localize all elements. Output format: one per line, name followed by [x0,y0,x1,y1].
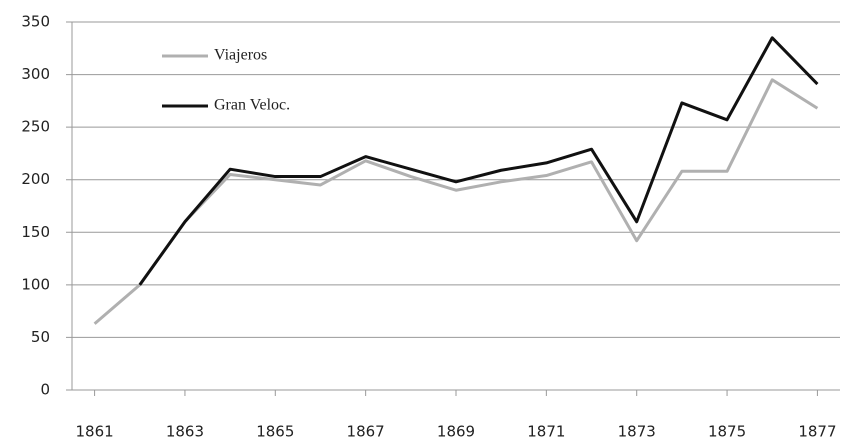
y-tick-label: 350 [21,13,50,31]
y-tick-label: 100 [21,275,50,293]
legend-label: Viajeros [214,47,267,64]
series-line [93,78,819,325]
y-tick-label: 50 [31,328,50,346]
x-tick-label: 1877 [798,423,836,440]
y-tick-label: 200 [21,170,50,188]
x-tick-label: 1873 [618,423,656,440]
series-line [138,36,819,286]
y-tick-label: 0 [40,381,50,399]
x-tick-label: 1863 [166,423,204,440]
y-tick-label: 300 [21,65,50,83]
x-tick-label: 1867 [347,423,385,440]
y-tick-label: 250 [21,118,50,136]
x-tick-label: 1861 [75,423,113,440]
legend-label: Gran Veloc. [214,97,290,114]
x-tick-label: 1871 [527,423,565,440]
x-tick-label: 1869 [437,423,475,440]
x-tick-label: 1865 [256,423,294,440]
y-tick-label: 150 [21,223,50,241]
x-tick-label: 1875 [708,423,746,440]
